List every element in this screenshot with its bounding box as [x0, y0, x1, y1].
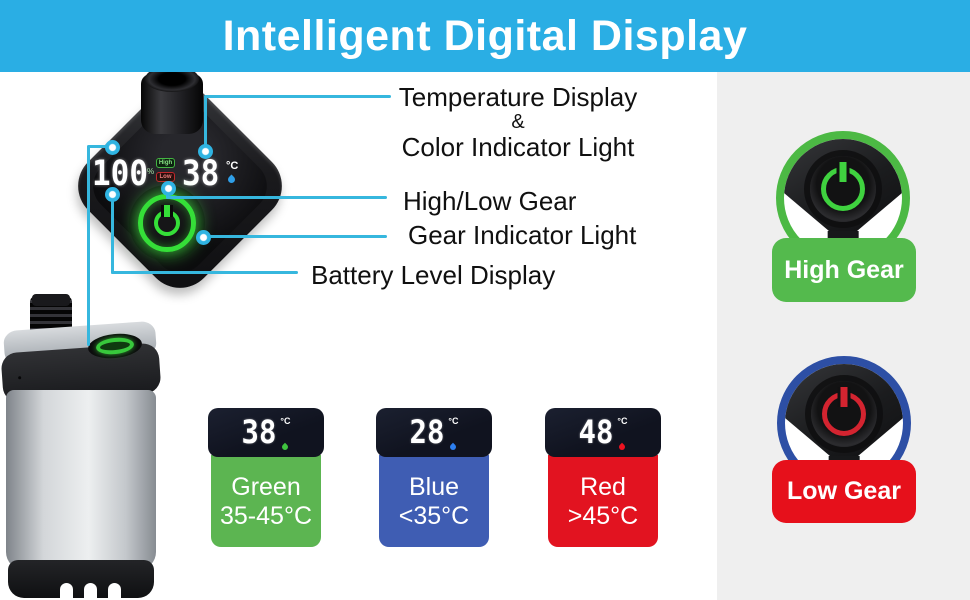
callout-text: Color Indicator Light — [401, 132, 635, 162]
tile-display: 38 °C — [208, 408, 324, 457]
battery-percent-icon: % — [147, 167, 155, 176]
page-title: Intelligent Digital Display — [222, 11, 748, 60]
callout-dot — [161, 181, 176, 196]
high-gear-label: High Gear — [772, 238, 916, 302]
tile-temperature-readout: 38 — [241, 413, 277, 451]
power-icon — [821, 166, 865, 211]
callout-line-temperature — [204, 96, 207, 148]
callout-line-battery — [111, 197, 114, 274]
temperature-tile-green: 38 °C Green 35-45°C — [208, 408, 324, 547]
callout-dot — [198, 144, 213, 159]
tile-display: 28 °C — [376, 408, 492, 457]
callout-line-battery — [111, 271, 298, 274]
pump-base-notch — [84, 583, 97, 598]
callout-line-gear — [166, 196, 387, 199]
callout-line-temperature — [204, 95, 391, 98]
callout-text: & — [511, 111, 525, 133]
power-icon — [154, 210, 180, 236]
tile-range: >45°C — [567, 502, 639, 530]
display-device-nozzle — [141, 66, 203, 134]
tile-range: 35-45°C — [220, 502, 312, 530]
callout-line-pump — [87, 145, 90, 346]
high-gear-indicator-light: High — [156, 158, 175, 168]
callout-line-pump — [88, 145, 108, 148]
pump-body — [6, 390, 156, 570]
tile-color-name: Red — [580, 473, 626, 501]
tile-temperature-unit: °C — [448, 415, 459, 426]
temperature-readout: 38 — [182, 153, 220, 194]
gear-light-callout-label: Gear Indicator Light — [408, 220, 637, 250]
high-gear-power-button — [810, 155, 876, 222]
tile-display: 48 °C — [545, 408, 661, 457]
tile-temperature-readout: 28 — [409, 413, 445, 451]
low-gear-power-button — [811, 380, 877, 447]
gear-callout-label: High/Low Gear — [403, 186, 577, 216]
temperature-tile-red: 48 °C Red >45°C — [545, 408, 661, 547]
water-droplet-icon — [449, 442, 458, 451]
pump-base-notch — [60, 583, 73, 598]
pump-base — [8, 560, 154, 598]
callout-dot — [105, 140, 120, 155]
battery-level-readout: 100 — [92, 153, 148, 194]
power-icon — [95, 336, 135, 356]
tile-temperature-unit: °C — [280, 415, 291, 426]
tile-caption: Green 35-45°C — [211, 455, 321, 547]
water-droplet-icon — [618, 442, 627, 451]
tile-temperature-unit: °C — [617, 415, 628, 426]
temperature-tile-blue: 28 °C Blue <35°C — [376, 408, 492, 547]
tile-caption: Red >45°C — [548, 455, 658, 547]
temperature-callout-label: Temperature Display & Color Indicator Li… — [394, 84, 642, 162]
tile-range: <35°C — [398, 502, 470, 530]
tile-caption: Blue <35°C — [379, 455, 489, 547]
power-icon — [822, 391, 866, 436]
callout-dot — [105, 187, 120, 202]
callout-text: Temperature Display — [398, 82, 638, 112]
temperature-unit: °C — [226, 160, 239, 172]
tile-color-name: Green — [231, 473, 301, 501]
battery-callout-label: Battery Level Display — [311, 260, 556, 290]
tile-temperature-readout: 48 — [578, 413, 614, 451]
callout-line-gear-light — [207, 235, 387, 238]
title-bar: Intelligent Digital Display — [0, 0, 970, 72]
low-gear-photo — [777, 356, 911, 490]
callout-dot — [196, 230, 211, 245]
pump-device-photo — [0, 290, 162, 600]
tile-color-name: Blue — [408, 473, 460, 501]
low-gear-label: Low Gear — [772, 460, 916, 523]
pump-base-notch — [108, 583, 121, 598]
display-power-button — [138, 194, 196, 252]
water-droplet-icon — [281, 442, 290, 451]
